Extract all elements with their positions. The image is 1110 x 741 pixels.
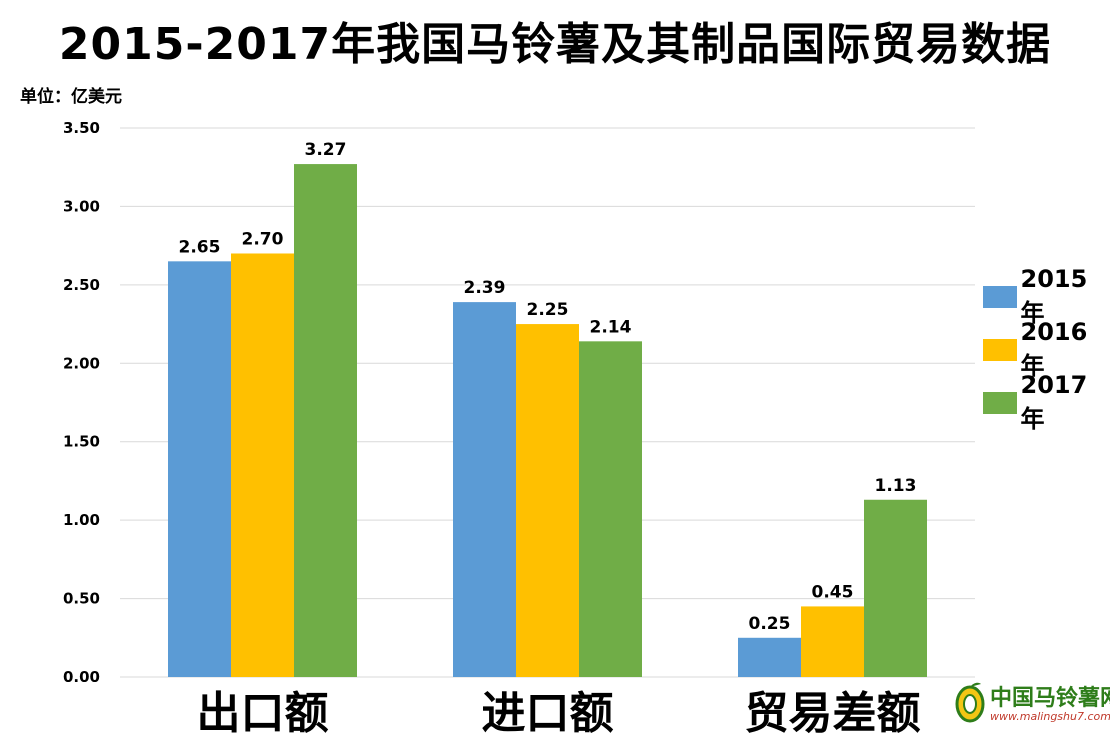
- site-watermark: 中国马铃薯网 www.malingshu7.com: [950, 676, 1110, 738]
- x-category-label: 进口额: [482, 688, 614, 739]
- bar: [864, 499, 927, 677]
- y-tick-label: 2.00: [63, 354, 100, 372]
- y-tick-label: 3.50: [63, 119, 100, 137]
- legend-label: 2015年: [1020, 265, 1088, 327]
- y-tick-label: 1.00: [63, 511, 100, 529]
- data-label: 0.45: [812, 582, 854, 602]
- y-tick-label: 0.50: [63, 590, 100, 608]
- bar: [516, 324, 579, 677]
- watermark-url: www.malingshu7.com: [990, 710, 1110, 723]
- bar: [294, 164, 357, 677]
- data-label: 2.39: [464, 278, 506, 298]
- potato-logo-icon: [955, 682, 985, 723]
- bar: [168, 261, 231, 677]
- bar: [579, 341, 642, 677]
- unit-label: 单位：亿美元: [20, 87, 122, 107]
- legend-item: 2016年: [983, 318, 1110, 380]
- data-label: 2.65: [179, 237, 221, 257]
- y-tick-label: 2.50: [63, 276, 100, 294]
- data-label: 1.13: [875, 476, 917, 496]
- x-category-label: 出口额: [197, 688, 329, 739]
- legend: 2015年 2016年 2017年: [983, 265, 1110, 433]
- data-label: 0.25: [749, 614, 791, 634]
- data-label: 2.14: [590, 317, 632, 337]
- bar: [453, 302, 516, 677]
- data-label: 2.70: [242, 229, 284, 249]
- legend-label: 2017年: [1020, 371, 1088, 433]
- legend-item: 2017年: [983, 371, 1110, 433]
- y-tick-label: 3.00: [63, 197, 100, 215]
- legend-swatch: [983, 338, 1017, 361]
- data-label: 3.27: [305, 140, 347, 160]
- y-tick-label: 1.50: [63, 433, 100, 451]
- x-category-label: 贸易差额: [745, 688, 921, 739]
- legend-swatch: [983, 285, 1017, 308]
- data-label: 2.25: [527, 300, 569, 320]
- bar: [231, 253, 294, 677]
- bar: [738, 637, 801, 677]
- legend-label: 2016年: [1020, 318, 1088, 380]
- bar: [801, 606, 864, 677]
- watermark-name: 中国马铃薯网: [990, 686, 1110, 711]
- chart-title: 2015-2017年我国马铃薯及其制品国际贸易数据: [58, 19, 1052, 70]
- legend-swatch: [983, 391, 1017, 414]
- y-tick-label: 0.00: [63, 668, 100, 686]
- legend-item: 2015年: [983, 265, 1110, 327]
